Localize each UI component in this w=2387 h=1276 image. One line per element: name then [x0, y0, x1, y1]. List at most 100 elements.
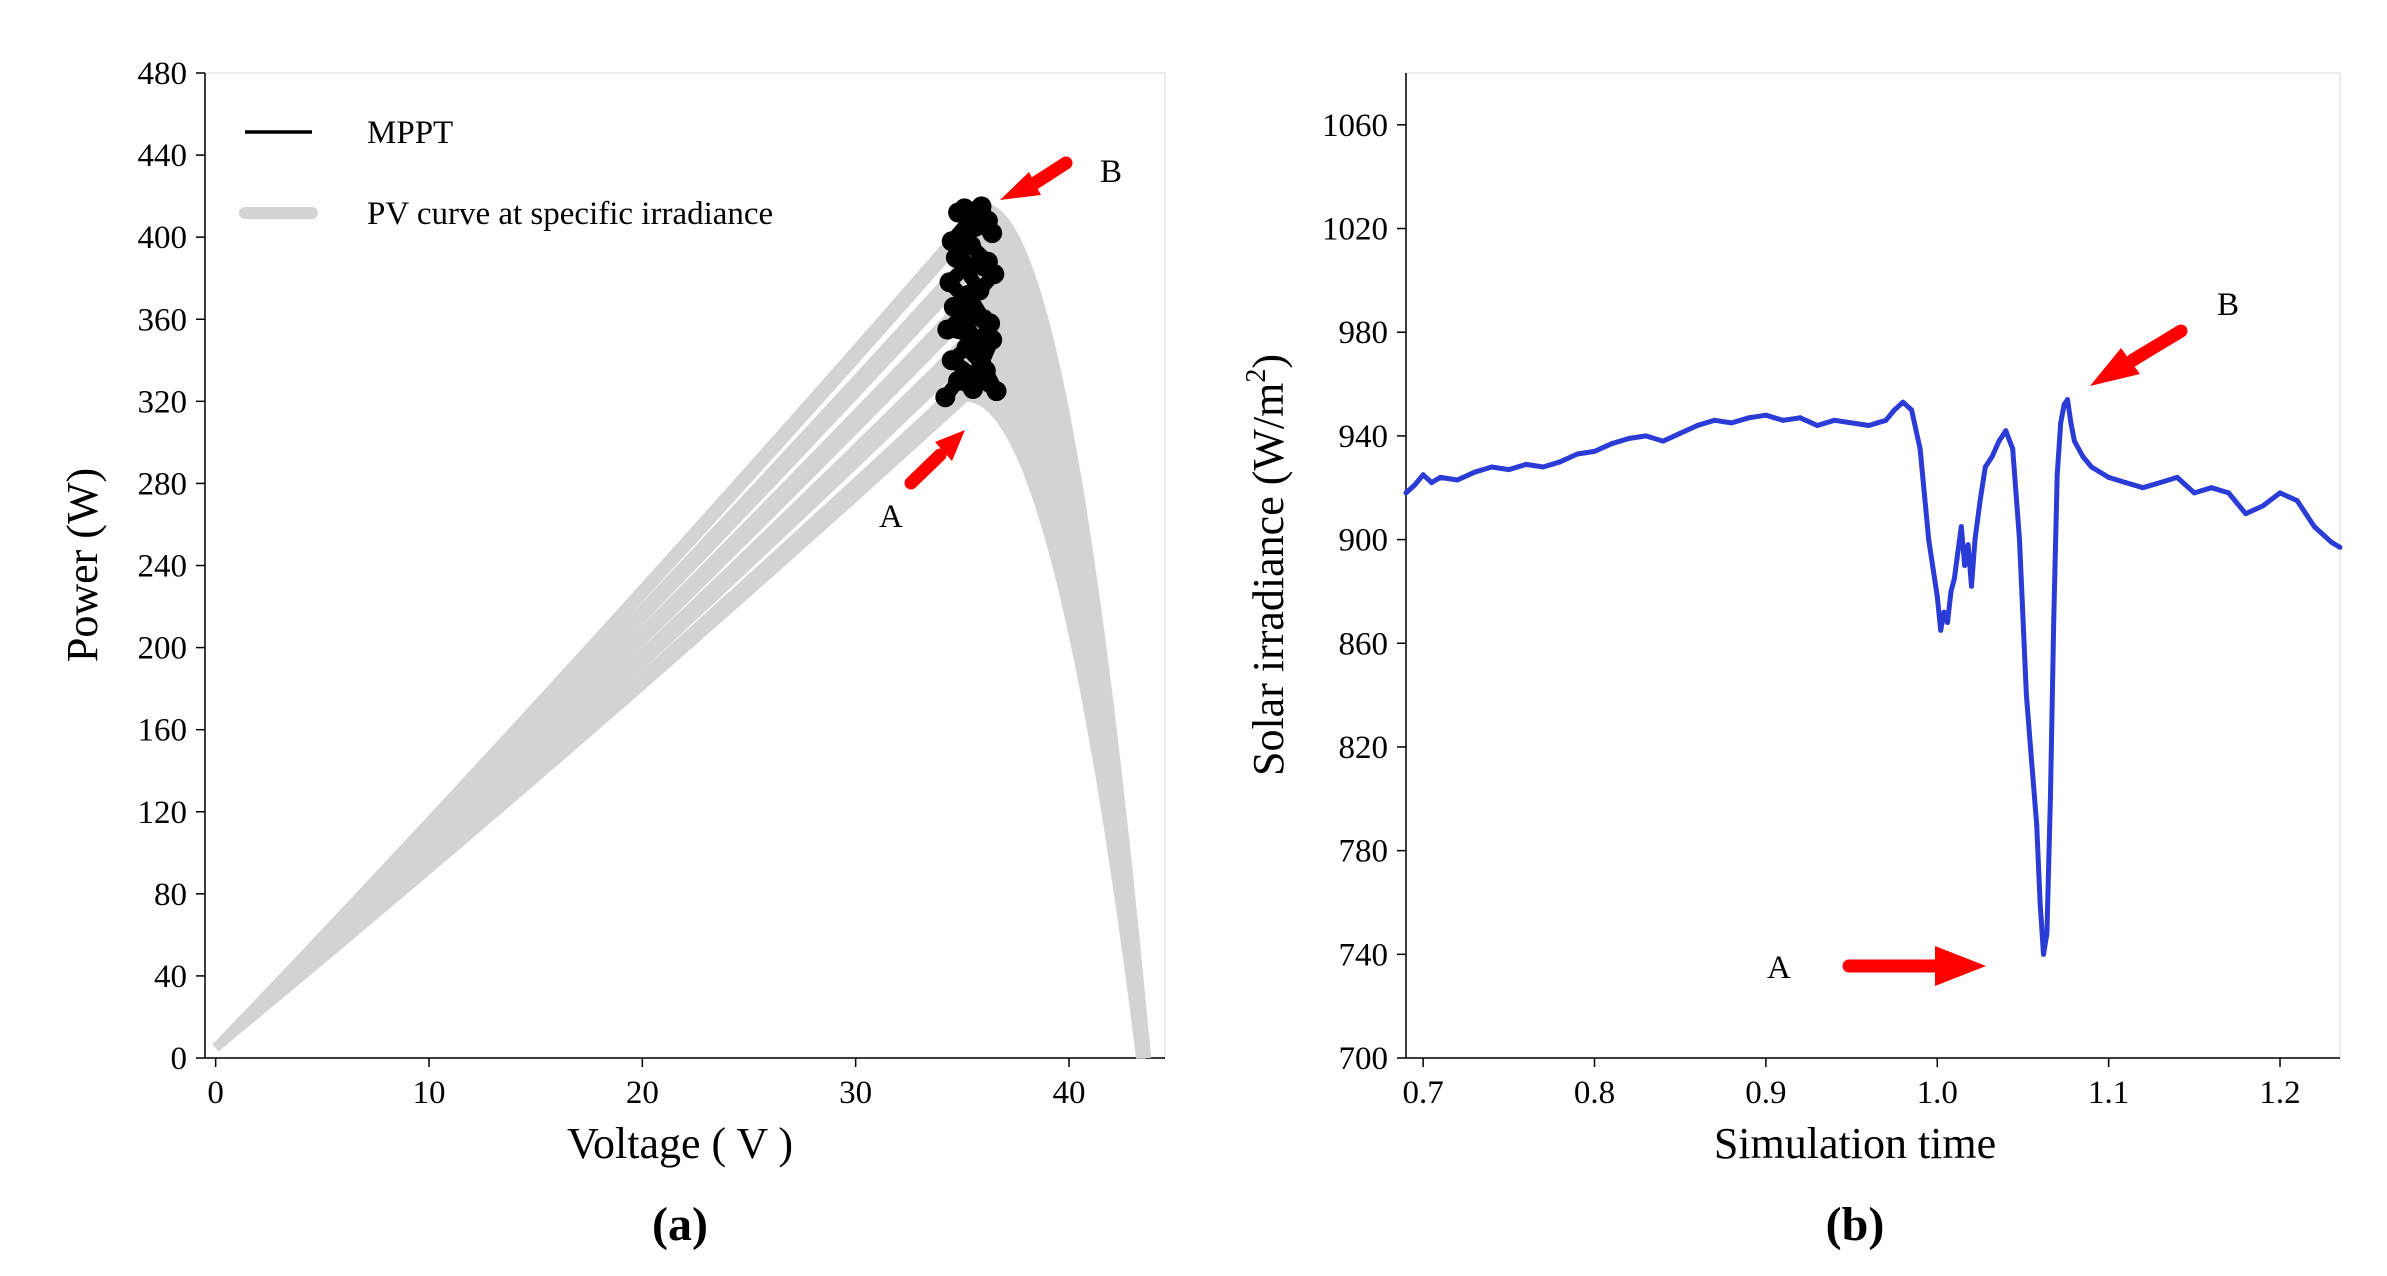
irradiance-point	[2010, 446, 2016, 452]
y-axis-title-b-main: Solar irradiance (W/m	[1244, 383, 1293, 776]
x-tick-label-b: 1.1	[2088, 1075, 2129, 1111]
pv-curve	[212, 345, 1147, 1059]
irradiance-point	[1883, 417, 1889, 423]
y-tick-label-a: 440	[138, 138, 188, 174]
irradiance-point	[1965, 542, 1971, 548]
y-ticks-b: 700 740 780 820 860 900 940 980 1020 1060	[1322, 108, 1406, 1077]
irradiance-point	[1412, 482, 1418, 488]
irradiance-point	[1403, 490, 1409, 496]
irradiance-point	[1972, 537, 1978, 543]
irradiance-point	[2277, 490, 2283, 496]
irradiance-point	[1849, 420, 1855, 426]
x-axis-title-b: Simulation time	[1714, 1119, 1996, 1168]
pv-curve	[212, 386, 1147, 1059]
annotation-b-a-arrow-head	[1935, 946, 1986, 986]
y-axis-title-b: Solar irradiance (W/m2)	[1241, 354, 1293, 776]
irradiance-point	[2140, 485, 2146, 491]
y-tick-label-b: 740	[1339, 937, 1389, 973]
mppt-point	[941, 350, 962, 371]
y-tick-label-b: 700	[1339, 1041, 1389, 1077]
irradiance-point	[1945, 620, 1950, 625]
x-ticks-b: 0.7 0.8 0.9 1.0 1.1 1.2	[1403, 1058, 2301, 1111]
irradiance-point	[1763, 412, 1769, 418]
annotation-b-b-arrow-shaft	[2126, 324, 2188, 367]
x-tick-label-a: 10	[413, 1075, 446, 1111]
pv-curve	[212, 361, 1152, 1059]
y-tick-label-a: 40	[154, 959, 187, 995]
mppt-point	[963, 379, 983, 399]
irradiance-point	[2226, 490, 2232, 496]
x-tick-label-b: 0.9	[1745, 1075, 1786, 1111]
irradiance-point	[1660, 438, 1666, 444]
irradiance-point	[1420, 472, 1426, 478]
y-axis-title-b-sup: 2	[1241, 369, 1272, 383]
mppt-point	[977, 210, 998, 231]
irradiance-point	[1729, 420, 1735, 426]
irradiance-point	[1454, 477, 1460, 483]
mppt-point	[945, 247, 966, 268]
irradiance-point	[1996, 438, 2002, 444]
irradiance-point	[2047, 796, 2053, 802]
y-axis-title-b-suffix: )	[1244, 354, 1293, 369]
pv-curve	[212, 337, 1149, 1059]
x-tick-label-b: 0.7	[1403, 1075, 1444, 1111]
x-ticks-a: 0 10 20 30 40	[207, 1058, 1086, 1111]
y-tick-label-b: 940	[1339, 419, 1389, 455]
y-tick-label-a: 400	[138, 220, 188, 256]
irradiance-point	[2017, 537, 2022, 543]
y-tick-label-a: 80	[154, 877, 187, 913]
irradiance-point	[1437, 474, 1443, 480]
irradiance-point	[2068, 420, 2074, 426]
mppt-point	[967, 333, 988, 354]
irradiance-point	[1472, 469, 1478, 475]
irradiance-point	[1926, 537, 1932, 543]
x-tick-label-b: 1.0	[1917, 1075, 1958, 1111]
pv-curve	[212, 201, 1152, 1059]
annotation-a-arrow-head	[935, 430, 965, 461]
y-tick-label-a: 0	[171, 1041, 188, 1077]
irradiance-point	[2311, 524, 2317, 530]
mppt-point	[948, 370, 969, 391]
mppt-point	[986, 381, 1007, 402]
irradiance-point	[1643, 433, 1649, 439]
mppt-point	[969, 280, 990, 301]
y-tick-label-b: 860	[1339, 626, 1389, 662]
irradiance-point	[1489, 464, 1495, 470]
irradiance-point	[2106, 474, 2112, 480]
pv-curve	[212, 392, 1146, 1059]
irradiance-point	[1891, 407, 1897, 413]
legend-label-pv: PV curve at specific irradiance	[367, 196, 773, 232]
irradiance-point	[1712, 417, 1717, 423]
panel-label-b: (b)	[1826, 1198, 1885, 1251]
irradiance-point	[1951, 576, 1957, 581]
irradiance-point	[2061, 402, 2067, 408]
irradiance-series-group	[1403, 397, 2343, 957]
irradiance-point	[1609, 441, 1615, 447]
irradiance-point	[1941, 609, 1947, 615]
pv-curve	[212, 378, 1149, 1059]
legend-a: MPPT PV curve at specific irradiance	[239, 115, 773, 232]
mppt-point	[954, 198, 975, 219]
irradiance-point	[2243, 511, 2249, 517]
irradiance-point	[1523, 461, 1529, 467]
irradiance-point	[1814, 423, 1820, 428]
y-tick-label-a: 480	[138, 56, 188, 92]
irradiance-point	[1866, 423, 1872, 428]
pv-curve	[212, 329, 1150, 1059]
irradiance-point	[1955, 550, 1961, 555]
irradiance-point	[2034, 822, 2040, 828]
irradiance-point	[2051, 614, 2057, 620]
y-tick-label-b: 980	[1339, 315, 1389, 351]
irradiance-point	[2191, 490, 2197, 496]
mppt-point	[973, 309, 994, 330]
annotation-b-b-label: B	[2217, 287, 2239, 323]
legend-label-mppt: MPPT	[367, 115, 453, 151]
irradiance-point	[2041, 951, 2046, 957]
y-tick-label-a: 240	[138, 549, 188, 585]
annotation-b-arrow-shaft	[1028, 156, 1073, 190]
irradiance-point	[2080, 454, 2086, 460]
irradiance-point	[1506, 467, 1512, 473]
y-tick-label-b: 900	[1339, 523, 1389, 559]
x-axis-title-a: Voltage ( V )	[567, 1119, 793, 1168]
irradiance-point	[2029, 757, 2034, 763]
